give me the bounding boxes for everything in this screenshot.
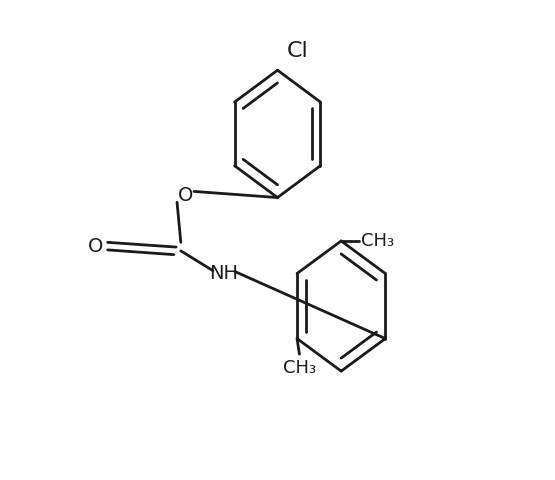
Text: CH₃: CH₃ — [283, 359, 316, 377]
Text: O: O — [178, 186, 193, 204]
Text: Cl: Cl — [287, 41, 309, 61]
Text: O: O — [88, 237, 104, 256]
Text: NH: NH — [209, 264, 238, 283]
Text: CH₃: CH₃ — [361, 232, 395, 250]
